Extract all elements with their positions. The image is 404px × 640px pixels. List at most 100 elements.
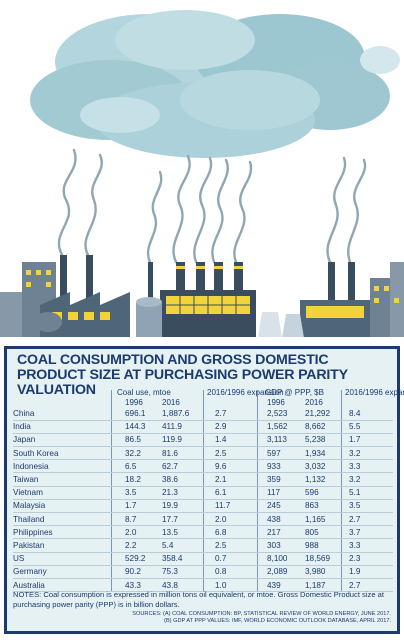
gdp-expansion-cell: 3.2	[349, 448, 361, 458]
coal-1996-cell: 86.5	[125, 435, 141, 445]
coal-1996-header: 1996	[125, 398, 143, 407]
gdp-2016-cell: 988	[305, 541, 319, 550]
gdp-2016-cell: 1,187	[305, 580, 326, 590]
coal-expansion-cell: 2.5	[215, 541, 227, 550]
gdp-expansion-cell: 3.7	[349, 527, 361, 537]
gdp-2016-cell: 5,238	[305, 435, 326, 445]
coal-1996-cell: 6.5	[125, 461, 137, 471]
country-cell: Thailand	[13, 514, 45, 524]
coal-2016-cell: 43.8	[162, 580, 178, 590]
country-cell: Indonesia	[13, 461, 49, 471]
coal-1996-cell: 529.2	[125, 554, 146, 564]
gdp-1996-cell: 3,113	[267, 435, 287, 445]
coal-2016-cell: 38.6	[162, 475, 178, 484]
row-divider	[13, 445, 393, 447]
coal-expansion-cell: 6.8	[215, 527, 227, 537]
row-divider	[13, 538, 393, 540]
gdp-1996-cell: 2,089	[267, 567, 288, 577]
gdp-1996-cell: 1,562	[267, 422, 288, 432]
coal-1996-cell: 43.3	[125, 580, 141, 590]
gdp-2016-cell: 3,980	[305, 567, 326, 577]
gdp-expansion-cell: 2.7	[349, 514, 361, 524]
country-cell: Philippines	[13, 527, 53, 537]
row-divider	[13, 564, 393, 566]
coal-2016-cell: 62.7	[162, 461, 178, 471]
coal-2016-cell: 21.3	[162, 488, 178, 498]
gdp-1996-cell: 8,100	[267, 554, 288, 564]
coal-2016-cell: 19.9	[162, 501, 178, 511]
country-cell: Pakistan	[13, 541, 45, 550]
coal-expansion-cell: 1.0	[215, 580, 227, 590]
gdp-group-header: GDP @ PPP, $B	[265, 388, 324, 397]
row-divider	[13, 591, 393, 593]
country-cell: Japan	[13, 435, 36, 445]
gdp-expansion-cell: 5.1	[349, 488, 361, 498]
row-divider	[13, 577, 393, 579]
gdp-1996-cell: 303	[267, 541, 281, 550]
coal-2016-header: 2016	[162, 398, 180, 407]
row-divider	[13, 485, 393, 487]
gdp-2016-cell: 1,165	[305, 514, 326, 524]
row-divider	[13, 551, 393, 553]
coal-use-group-header: Coal use, mtoe	[117, 388, 171, 397]
gdp-2016-cell: 21,292	[305, 409, 331, 418]
gdp-expansion-cell: 3.5	[349, 501, 361, 511]
gdp-1996-header: 1996	[267, 398, 285, 407]
coal-expansion-cell: 2.0	[215, 514, 227, 524]
source-line: (B) GDP AT PPP VALUES: IMF, WORLD ECONOM…	[164, 618, 391, 624]
gdp-1996-cell: 933	[267, 461, 281, 471]
gdp-expansion-cell: 5.5	[349, 422, 361, 432]
coal-2016-cell: 75.3	[162, 567, 178, 577]
coal-2016-cell: 81.6	[162, 448, 178, 458]
country-cell: China	[13, 409, 35, 418]
row-divider	[13, 525, 393, 527]
smoke-plume-icon	[57, 148, 367, 264]
gdp-2016-cell: 18,569	[305, 554, 331, 564]
gdp-2016-cell: 3,032	[305, 461, 326, 471]
row-divider	[13, 432, 393, 434]
coal-1996-cell: 2.0	[125, 527, 137, 537]
gdp-1996-cell: 245	[267, 501, 281, 511]
coal-expansion-cell: 0.7	[215, 554, 227, 564]
country-cell: South Korea	[13, 448, 59, 458]
table-sources: SOURCES: (A) COAL CONSUMPTION: BP, STATI…	[132, 611, 391, 625]
table-notes: NOTES: Coal consumption is expressed in …	[13, 590, 384, 609]
country-cell: Malaysia	[13, 501, 46, 511]
gdp-expansion-cell: 2.3	[349, 554, 361, 564]
gdp-2016-cell: 1,132	[305, 475, 326, 484]
coal-2016-cell: 1,887.6	[162, 409, 190, 418]
column-divider	[257, 390, 258, 592]
column-divider	[111, 390, 112, 592]
coal-2016-cell: 5.4	[162, 541, 174, 550]
gdp-2016-cell: 8,662	[305, 422, 326, 432]
gdp-1996-cell: 439	[267, 580, 281, 590]
coal-expansion-cell: 2.9	[215, 422, 227, 432]
coal-expansion-cell: 2.7	[215, 409, 227, 418]
coal-2016-cell: 358.4	[162, 554, 183, 564]
factory-icon	[40, 290, 370, 338]
coal-expansion-cell: 2.1	[215, 475, 227, 484]
coal-1996-cell: 3.5	[125, 488, 137, 498]
coal-1996-cell: 32.2	[125, 448, 141, 458]
coal-expansion-cell: 1.4	[215, 435, 227, 445]
gdp-2016-cell: 863	[305, 501, 319, 511]
coal-expansion-cell: 0.8	[215, 567, 227, 577]
chimney-icon	[60, 255, 355, 307]
gdp-1996-cell: 2,523	[267, 409, 288, 418]
industrial-illustration	[0, 10, 404, 338]
coal-expansion-cell: 6.1	[215, 488, 227, 498]
country-cell: India	[13, 422, 31, 432]
gdp-1996-cell: 438	[267, 514, 281, 524]
chart-title: COAL CONSUMPTION AND GROSS DOMESTIC PROD…	[17, 352, 348, 398]
gdp-expansion-cell: 3.2	[349, 475, 361, 484]
coal-1996-cell: 2.2	[125, 541, 137, 550]
coal-expansion-header: 2016/1996 expansion	[207, 388, 284, 397]
gdp-1996-cell: 217	[267, 527, 281, 537]
coal-1996-cell: 18.2	[125, 475, 141, 484]
country-cell: US	[13, 554, 25, 564]
gdp-expansion-cell: 3.3	[349, 461, 361, 471]
gdp-2016-cell: 1,934	[305, 448, 326, 458]
data-table-panel: COAL CONSUMPTION AND GROSS DOMESTIC PROD…	[4, 346, 404, 634]
row-divider	[13, 498, 393, 500]
